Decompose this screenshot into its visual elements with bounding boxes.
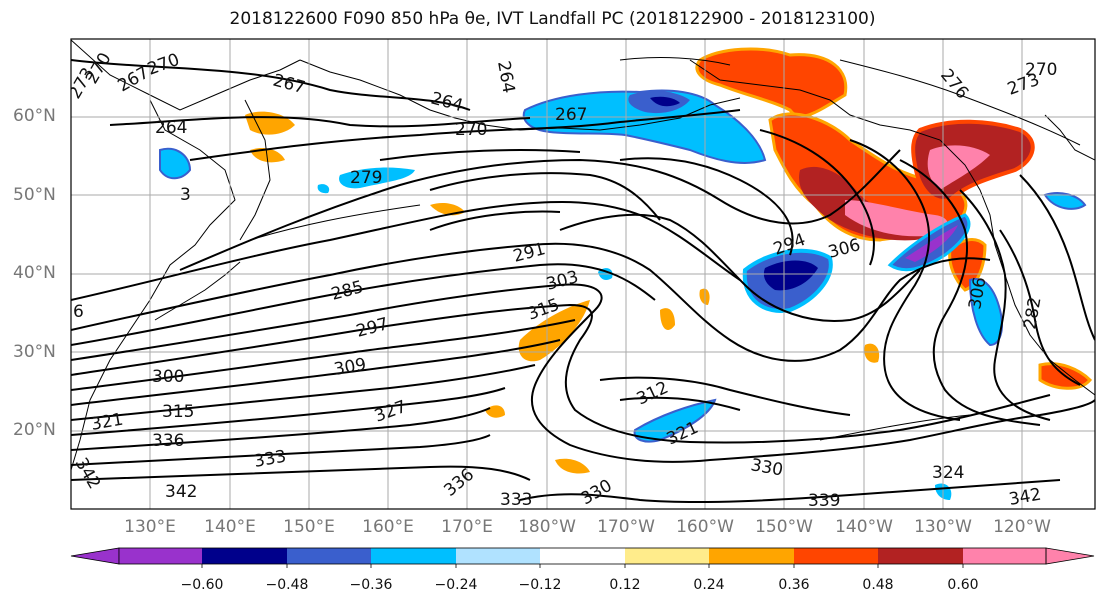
- colorbar-tick-label: 0.48: [862, 577, 894, 593]
- lon-label: 160°E: [362, 517, 414, 537]
- colorbar-swatch: [287, 548, 371, 564]
- contour-label: 3: [180, 185, 191, 205]
- colorbar-swatch: [119, 548, 202, 564]
- lat-label: 30°N: [13, 342, 56, 362]
- contour-label: 264: [155, 118, 187, 138]
- theta-e-thin-contours: [249, 57, 1081, 441]
- contour-label: 279: [350, 168, 382, 188]
- lon-label: 150°W: [755, 517, 813, 537]
- lon-label: 150°E: [283, 517, 335, 537]
- colorbar-swatch: [963, 548, 1046, 564]
- contour-label: 342: [1007, 485, 1042, 510]
- lat-label: 40°N: [13, 263, 56, 283]
- contour-label: 315: [162, 402, 194, 422]
- colorbar-swatch: [371, 548, 456, 564]
- colorbar-swatch: [540, 548, 625, 564]
- contour-label: 333: [500, 490, 532, 510]
- contour-label: 336: [152, 431, 184, 451]
- lon-label: 140°W: [835, 517, 893, 537]
- colorbar-tick-label: −0.60: [180, 577, 224, 593]
- lon-label: 130°W: [914, 517, 972, 537]
- colorbar-extend-min: [70, 547, 120, 565]
- contour-label: 339: [808, 491, 840, 511]
- colorbar-tick-label: −0.36: [349, 577, 393, 593]
- contour-label: 270: [1025, 60, 1057, 80]
- lat-label: 20°N: [13, 420, 56, 440]
- colorbar-swatch: [794, 548, 878, 564]
- colorbar-tick-label: −0.24: [434, 577, 478, 593]
- contour-label: 267: [555, 105, 587, 125]
- lon-label: 120°W: [993, 517, 1051, 537]
- colorbar-tick-label: 0.60: [947, 577, 979, 593]
- map-frame: [70, 38, 1096, 510]
- lon-label: 160°W: [676, 517, 734, 537]
- colorbar-extend-max: [1045, 547, 1095, 565]
- lon-label: 180°W: [518, 517, 576, 537]
- lon-label: 170°E: [441, 517, 493, 537]
- colorbar-tick-label: 0.12: [609, 577, 641, 593]
- contour-label: 300: [152, 367, 184, 387]
- lat-label: 60°N: [13, 106, 56, 126]
- contour-label: 342: [165, 482, 197, 502]
- contour-label: 270: [455, 120, 487, 140]
- colorbar: [70, 547, 1095, 568]
- colorbar-swatch: [625, 548, 709, 564]
- colorbar-tick-label: 0.36: [778, 577, 810, 593]
- colorbar-outline: [118, 547, 1047, 565]
- lon-label: 130°E: [124, 517, 176, 537]
- lon-label: 170°W: [597, 517, 655, 537]
- colorbar-swatch: [709, 548, 794, 564]
- colorbar-swatch: [456, 548, 540, 564]
- contour-label: 6: [73, 302, 84, 322]
- colorbar-tick-label: −0.48: [265, 577, 309, 593]
- colorbar-swatch: [202, 548, 287, 564]
- colorbar-tick-label: 0.24: [693, 577, 725, 593]
- colorbar-tick-label: −0.12: [518, 577, 562, 593]
- lon-label: 140°E: [204, 517, 256, 537]
- contour-label: 324: [932, 463, 964, 483]
- colorbar-swatch: [878, 548, 963, 564]
- theta-e-contours: [71, 59, 1095, 504]
- lat-label: 50°N: [13, 185, 56, 205]
- map-title: 2018122600 F090 850 hPa θe, IVT Landfall…: [229, 9, 876, 29]
